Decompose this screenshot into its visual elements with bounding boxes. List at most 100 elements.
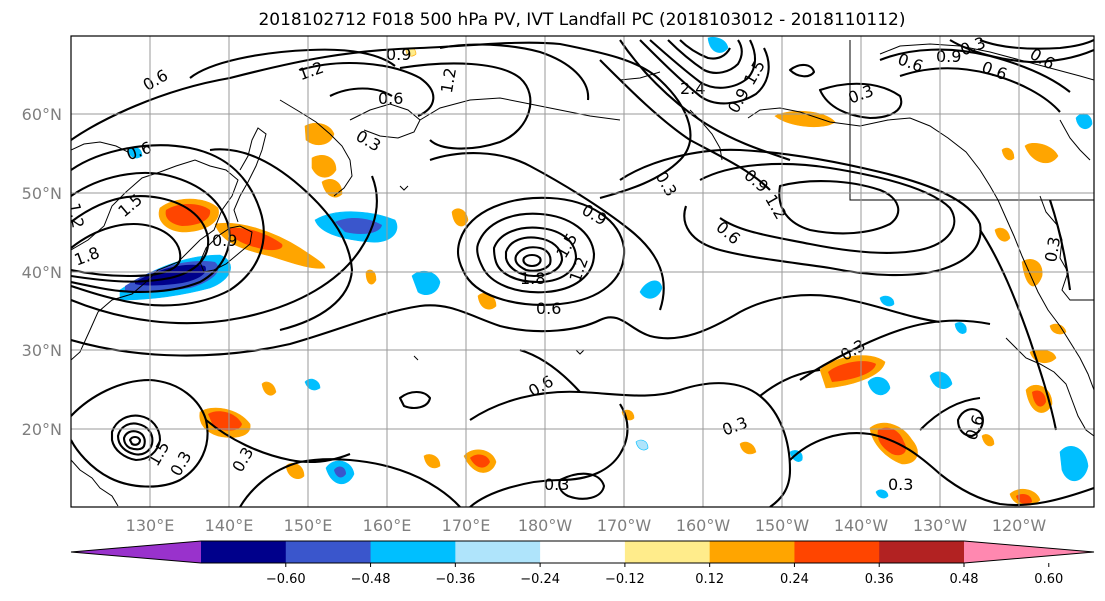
lon-label: 180°W <box>518 516 573 535</box>
shaded-region <box>875 489 889 499</box>
coastline <box>71 141 129 153</box>
pv-contour <box>1049 199 1072 291</box>
pv-contour <box>899 67 1061 113</box>
lon-label: 170°E <box>442 516 491 535</box>
colorbar-tick-label: 0.24 <box>780 572 809 587</box>
pv-contour <box>514 246 552 272</box>
colorbar-segment <box>709 541 795 563</box>
shaded-region <box>1016 494 1032 504</box>
lat-label: 40°N <box>22 263 62 282</box>
pv-contour <box>71 294 941 357</box>
coastline <box>399 185 409 191</box>
shaded-region <box>707 37 729 53</box>
pv-contour <box>469 382 792 507</box>
shaded-region <box>1059 446 1089 482</box>
pv-contour <box>398 390 432 409</box>
contour-label: 0.9 <box>212 231 237 250</box>
map-panel: 0.6 1.2 0.9 1.2 0.6 0.3 0.6 1.5 1.2 0.9 … <box>22 35 1095 535</box>
lon-label: 140°E <box>205 516 254 535</box>
pv-contour <box>71 175 379 325</box>
colorbar-segment <box>455 541 541 563</box>
colorbar-outline <box>70 540 1095 564</box>
colorbar: −0.60 −0.48 −0.36 −0.24 −0.12 0.12 0.24 0.36 0.4… <box>70 540 1095 587</box>
pv-contour <box>799 319 991 381</box>
pv-contour <box>667 39 743 74</box>
coastline <box>413 355 419 361</box>
pv-contour <box>71 171 231 293</box>
shaded-region <box>304 122 335 146</box>
shaded-region <box>1001 147 1015 161</box>
shaded-region <box>208 411 242 431</box>
coastline <box>747 107 1094 391</box>
pv-contour <box>476 212 596 294</box>
pv-contour <box>122 430 146 451</box>
pv-contour <box>619 148 982 277</box>
pv-contour <box>71 378 209 488</box>
longitude-labels: 130°E 140°E 150°E 160°E 170°E 180°W 170°W 160°W… <box>126 516 1047 535</box>
lon-label: 160°W <box>676 516 731 535</box>
shaded-region <box>774 110 836 128</box>
pv-contour <box>71 195 210 283</box>
pv-contour <box>189 48 396 79</box>
colorbar-segment <box>794 541 880 563</box>
pv-contour <box>619 39 791 161</box>
shaded-region <box>879 295 895 307</box>
shaded-region <box>165 204 211 226</box>
coastline <box>71 459 119 507</box>
lon-label: 160°E <box>363 516 412 535</box>
contour-label: 1.2 <box>437 66 460 94</box>
colorbar-tick-label: 0.12 <box>695 572 724 587</box>
pv-contour <box>679 39 731 60</box>
pv-contour <box>919 396 981 431</box>
lon-label: 140°W <box>834 516 889 535</box>
pv-contour <box>239 458 461 507</box>
colorbar-tick-label: −0.48 <box>351 572 391 587</box>
shaded-region <box>334 466 346 478</box>
contour-label: 0.9 <box>936 47 961 66</box>
lon-label: 120°W <box>992 516 1047 535</box>
shaded-region <box>994 227 1011 242</box>
pv-contour <box>504 236 564 278</box>
colorbar-segment <box>540 541 626 563</box>
shaded-region <box>470 454 490 468</box>
pv-contour <box>71 144 265 307</box>
shaded-region <box>929 371 953 389</box>
shaded-region <box>1032 390 1046 407</box>
pv-contour <box>818 82 903 120</box>
lon-label: 150°W <box>755 516 810 535</box>
figure-title: 2018102712 F018 500 hPa PV, IVT Landfall… <box>258 10 905 30</box>
coastline <box>1059 119 1091 161</box>
lat-label: 60°N <box>22 105 62 124</box>
lon-label: 150°E <box>284 516 333 535</box>
pv-contour <box>110 414 162 462</box>
pv-contour <box>949 39 1094 64</box>
coastline <box>849 40 1094 201</box>
coastline <box>879 43 1094 81</box>
pv-contour <box>299 61 435 117</box>
shaded-region <box>261 381 277 396</box>
shaded-region <box>228 227 283 251</box>
pv-contour <box>649 39 757 89</box>
colorbar-tick-label: −0.60 <box>266 572 306 587</box>
shaded-region <box>867 376 891 396</box>
colorbar-tick-label: 0.48 <box>950 572 979 587</box>
colorbar-extend-low <box>71 541 201 563</box>
graticule <box>71 36 1094 507</box>
coastline-layer <box>71 40 1094 507</box>
shaded-region <box>365 269 377 285</box>
shaded-region <box>451 208 469 227</box>
contour-label: 1.2 <box>64 201 87 229</box>
colorbar-segment <box>624 541 711 563</box>
lon-label: 130°E <box>126 516 175 535</box>
shaded-region <box>1024 143 1059 164</box>
pv-contour <box>522 253 542 268</box>
contour-label: 0.3 <box>544 475 569 494</box>
lat-label: 50°N <box>22 184 62 203</box>
pv-contour <box>519 348 581 393</box>
colorbar-segment <box>879 541 965 563</box>
pv-contour <box>209 148 354 332</box>
lon-label: 170°W <box>597 516 652 535</box>
shaded-region <box>639 280 663 299</box>
shaded-region <box>635 439 649 451</box>
